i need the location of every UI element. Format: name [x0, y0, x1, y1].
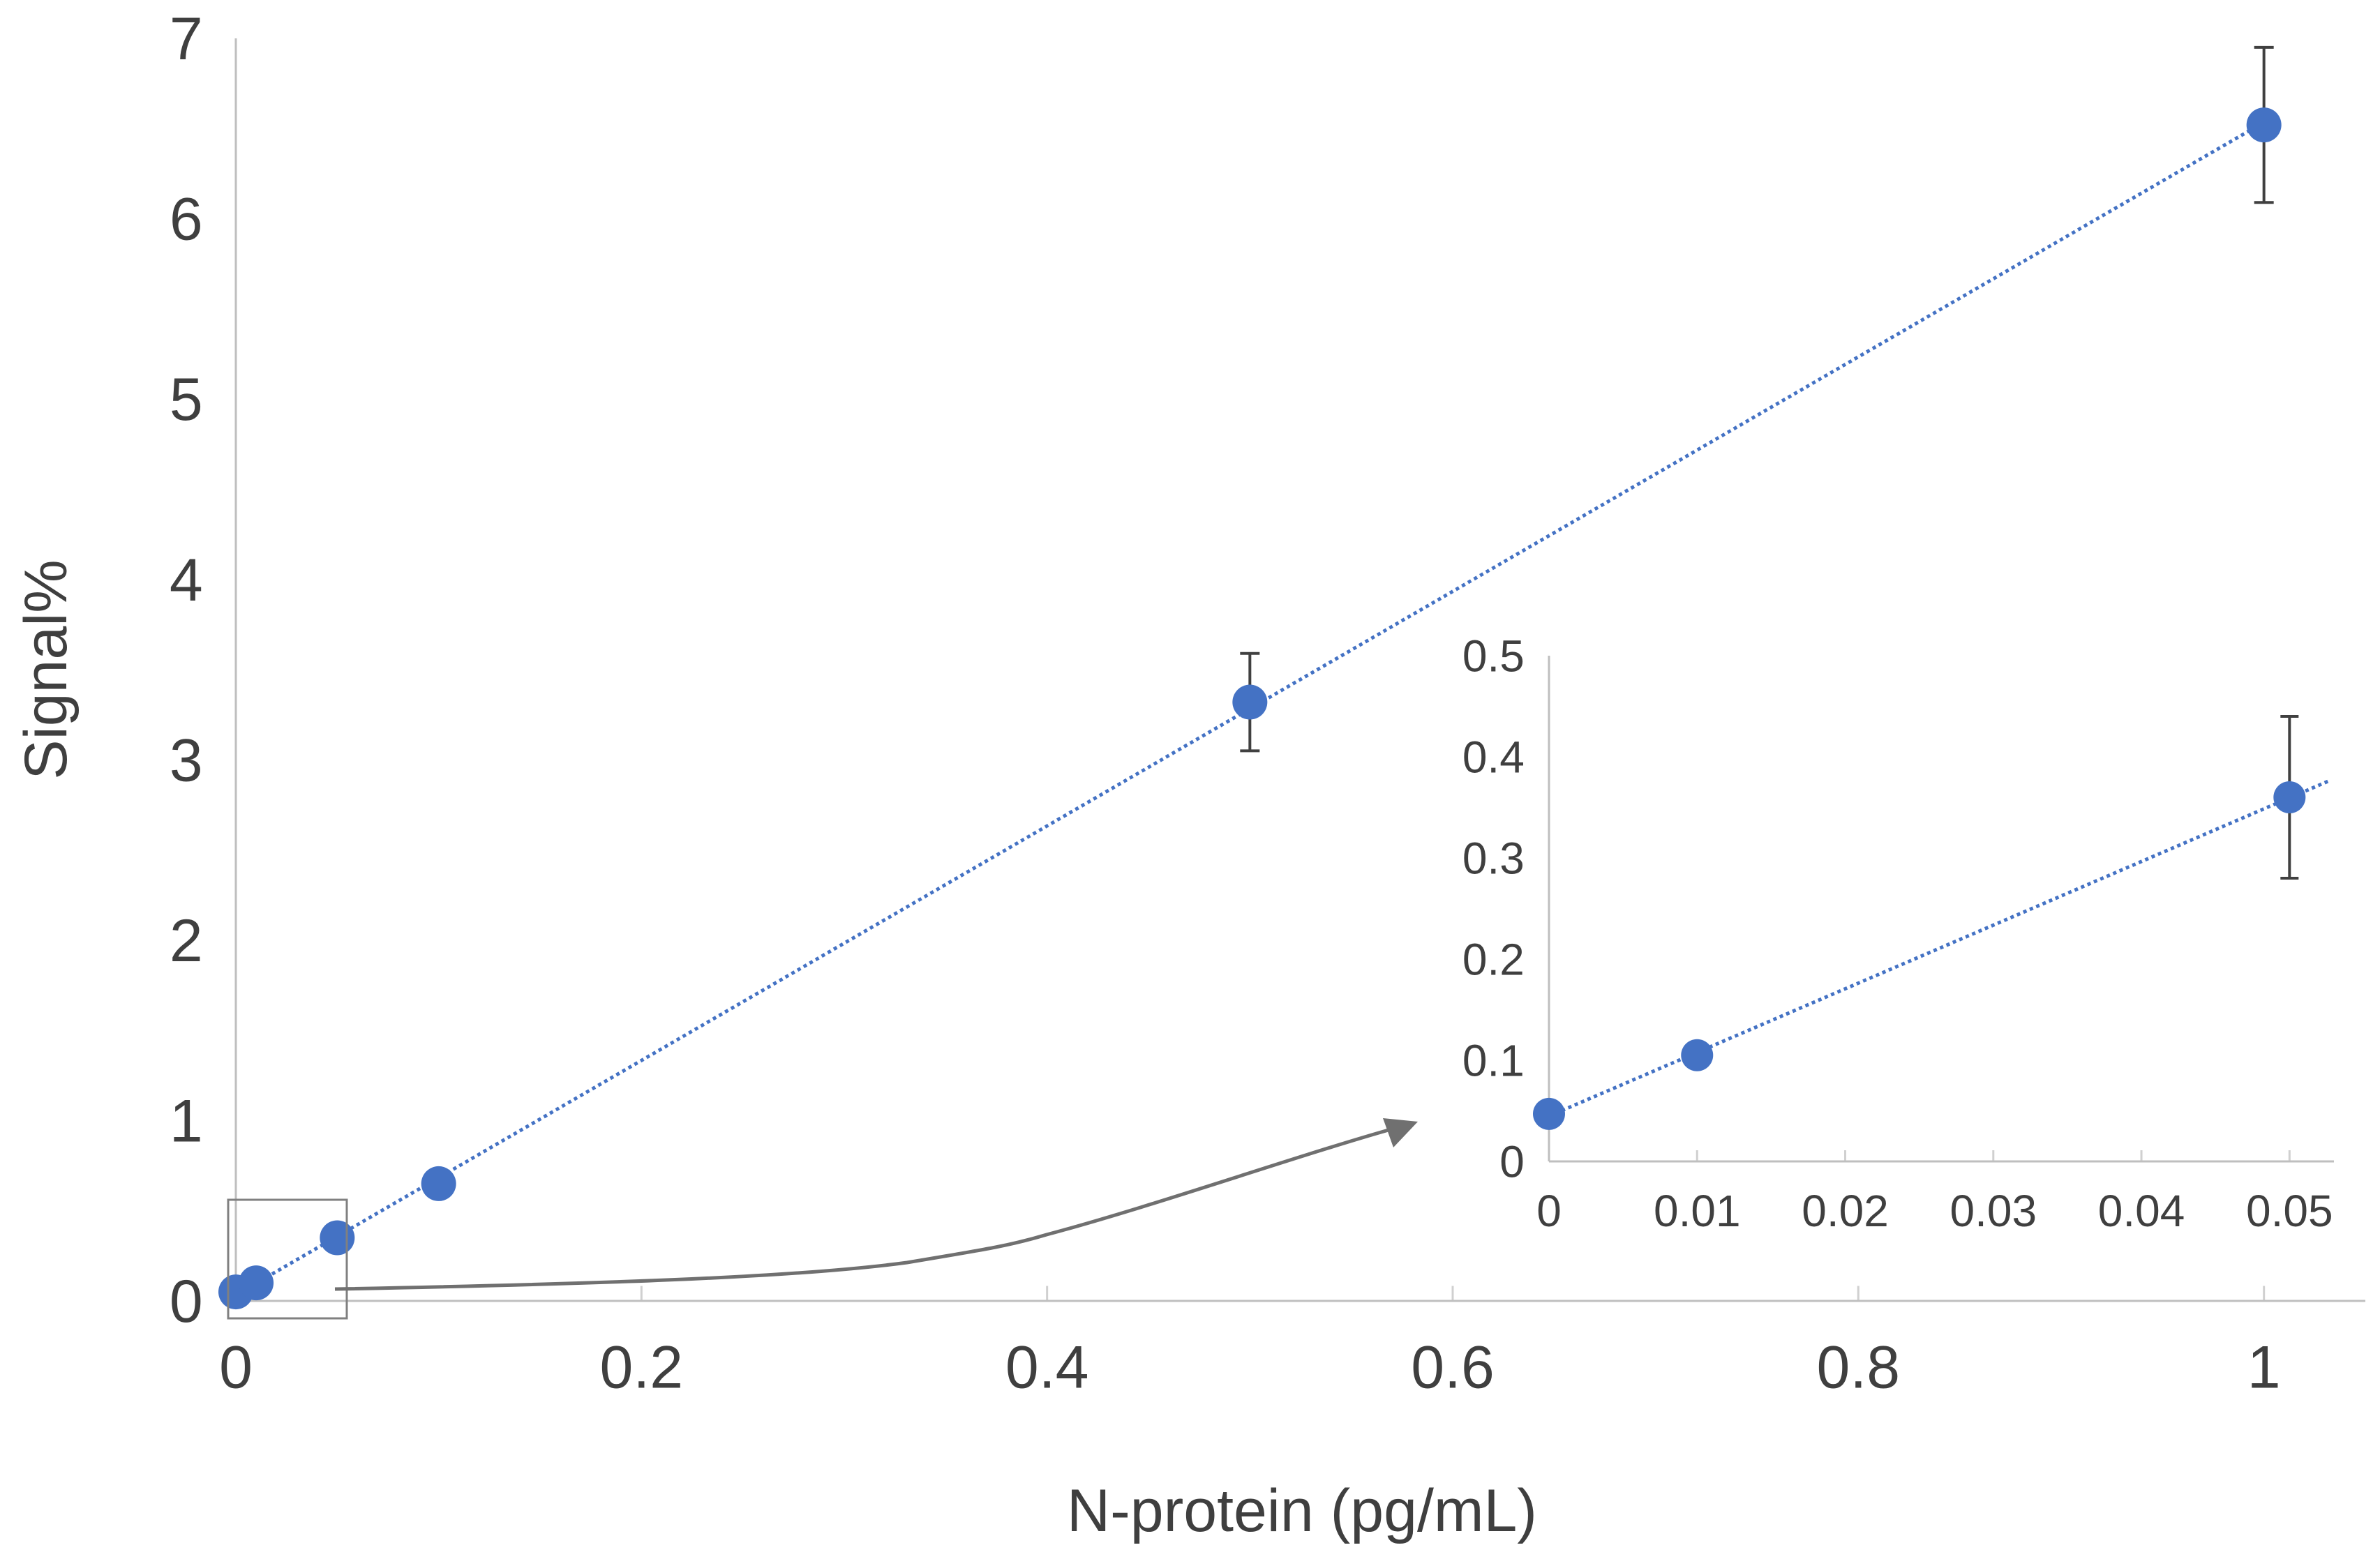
- main-x-tick-label: 0: [219, 1334, 253, 1401]
- main-data-point: [1232, 684, 1268, 720]
- inset-x-tick-label: 0.02: [1802, 1186, 1889, 1236]
- main-y-tick-label: 4: [170, 547, 203, 614]
- main-y-tick-label: 7: [170, 6, 203, 73]
- inset-data-point: [2273, 781, 2306, 813]
- main-data-point: [2246, 107, 2282, 143]
- main-x-tick-label: 0.6: [1411, 1334, 1495, 1401]
- inset-y-tick-labels: 0 0.1 0.2 0.3 0.4 0.5: [1462, 631, 1525, 1187]
- main-x-gridlines: [640, 1286, 2266, 1301]
- inset-y-tick-label: 0.2: [1462, 934, 1525, 984]
- zoom-arrow-line: [334, 1128, 1389, 1291]
- zoom-arrow-head: [1383, 1118, 1418, 1147]
- main-x-tick-label: 0.4: [1005, 1334, 1089, 1401]
- main-data-point: [239, 1265, 274, 1301]
- inset-data-point: [1681, 1039, 1714, 1071]
- main-y-tick-label: 6: [170, 186, 203, 253]
- inset-y-tick-label: 0.5: [1462, 631, 1525, 681]
- main-x-tick-label: 0.8: [1817, 1334, 1901, 1401]
- inset-x-tick-label: 0: [1536, 1186, 1562, 1236]
- main-y-tick-label: 2: [170, 907, 203, 974]
- inset-data-point: [1533, 1097, 1565, 1130]
- main-y-tick-labels: 0 1 2 3 4 5 6 7: [170, 6, 203, 1335]
- zoom-box: [227, 1198, 348, 1320]
- inset-y-tick-label: 0: [1499, 1136, 1525, 1187]
- inset-x-tick-label: 0.03: [1950, 1186, 2037, 1236]
- main-data-point: [421, 1166, 456, 1201]
- x-axis-label: N-protein (pg/mL): [1067, 1477, 1537, 1544]
- inset-x-gridlines: [1696, 1150, 2291, 1161]
- inset-x-tick-label: 0.04: [2098, 1186, 2185, 1236]
- main-x-tick-label: 0.2: [600, 1334, 684, 1401]
- inset-data-points: [1533, 781, 2306, 1130]
- inset-x-tick-labels: 0 0.01 0.02 0.03 0.04 0.05: [1536, 1186, 2333, 1236]
- main-y-tick-label: 5: [170, 366, 203, 433]
- inset-y-tick-label: 0.1: [1462, 1035, 1525, 1085]
- y-axis-label: Signal%: [13, 559, 80, 780]
- main-y-tick-label: 3: [170, 727, 203, 794]
- main-x-tick-labels: 0 0.2 0.4 0.6 0.8 1: [219, 1334, 2281, 1401]
- main-data-point: [320, 1220, 355, 1256]
- inset-y-tick-label: 0.3: [1462, 833, 1525, 883]
- inset-trendline: [1548, 778, 2330, 1118]
- inset-y-tick-label: 0.4: [1462, 732, 1525, 782]
- main-x-tick-label: 1: [2247, 1334, 2281, 1401]
- inset-x-tick-label: 0.05: [2246, 1186, 2333, 1236]
- main-y-tick-label: 0: [170, 1268, 203, 1335]
- inset-x-tick-label: 0.01: [1654, 1186, 1741, 1236]
- main-y-tick-label: 1: [170, 1088, 203, 1155]
